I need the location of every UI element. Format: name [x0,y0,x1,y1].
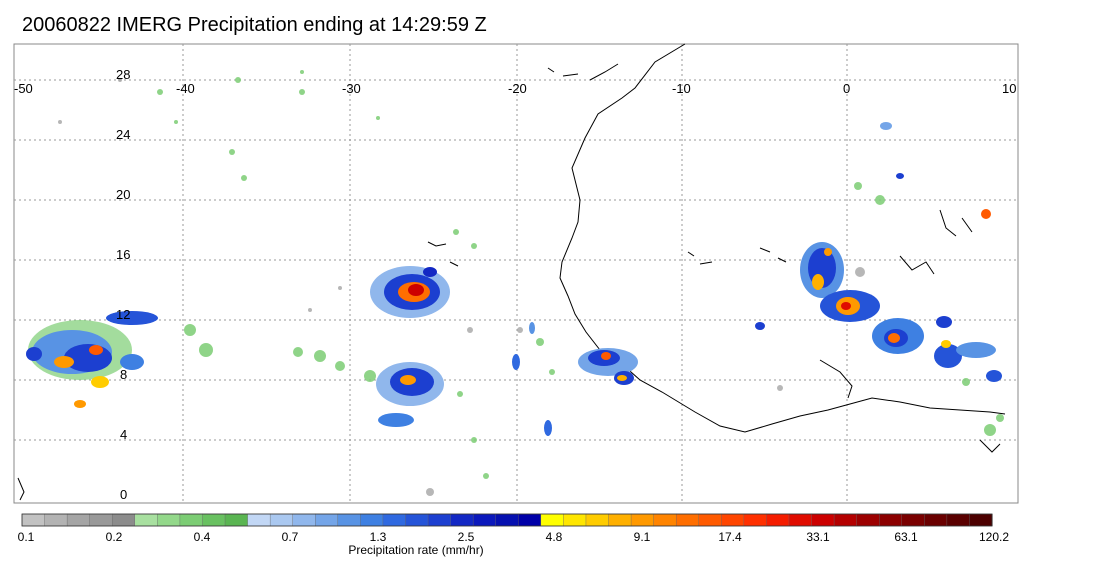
colorbar-swatch [337,513,361,527]
colorbar [21,513,993,527]
colorbar-swatch [134,513,158,527]
colorbar-swatch [224,513,249,527]
colorbar-swatch [653,513,677,527]
map-border [13,43,1019,504]
lat-label: 8 [120,367,127,382]
colorbar-swatch [360,513,384,527]
colorbar-tick: 17.4 [718,530,742,544]
rain-cell-central-north [370,266,450,318]
colorbar-swatch [202,513,226,527]
colorbar-tick: 0.7 [282,530,299,544]
colorbar-swatch [66,513,91,527]
lat-label: 16 [116,247,130,262]
colorbar-swatch [495,513,519,527]
lat-label: 0 [120,487,127,502]
colorbar-swatch [518,513,542,527]
lat-label: 24 [116,127,130,142]
rain-cell-coast [512,322,638,436]
colorbar-swatch [405,513,429,527]
colorbar-swatch [585,513,610,527]
latitude-labels: 28 24 20 16 12 8 4 0 [116,67,130,502]
colorbar-swatch [766,513,790,527]
lon-label: -50 [14,81,33,96]
colorbar-swatch [630,513,655,527]
colorbar-swatch [450,513,474,527]
colorbar-swatch [721,513,745,527]
colorbar-swatch [157,513,181,527]
colorbar-swatch [472,513,497,527]
colorbar-tick: 4.8 [546,530,563,544]
lon-label: 0 [843,81,850,96]
colorbar-swatch [179,513,204,527]
colorbar-swatch [540,513,565,527]
colorbar-tick: 9.1 [634,530,651,544]
colorbar-swatch [743,513,768,527]
colorbar-swatch [901,513,925,527]
rain-cell-east [755,122,1002,382]
colorbar-tick: 63.1 [894,530,918,544]
coastline-north-africa [547,63,619,81]
colorbar-swatch [315,513,339,527]
colorbar-swatch [427,513,452,527]
colorbar-swatch [788,513,813,527]
colorbar-swatch [811,513,835,527]
lat-label: 4 [120,427,127,442]
colorbar-swatch [675,513,700,527]
colorbar-swatch [21,513,46,527]
colorbar-swatch [44,513,68,527]
colorbar-swatch [382,513,407,527]
lon-label: -30 [342,81,361,96]
rain-cell-west [26,311,158,408]
colorbar-swatch [563,513,587,527]
colorbar-swatch [879,513,903,527]
colorbar-swatch [969,513,993,527]
colorbar-swatch [698,513,722,527]
colorbar-swatch [269,513,294,527]
lon-label: 10 [1002,81,1016,96]
colorbar-tick: 0.2 [106,530,123,544]
longitude-labels: -50 -40 -30 -20 -10 0 10 [14,81,1016,96]
colorbar-swatch [247,513,271,527]
colorbar-swatch [89,513,113,527]
colorbar-swatch [292,513,316,527]
lat-label: 20 [116,187,130,202]
lon-label: -40 [176,81,195,96]
colorbar-swatch [833,513,858,527]
colorbar-swatch [112,513,136,527]
colorbar-tick: 0.1 [18,530,35,544]
colorbar-tick: 33.1 [806,530,830,544]
colorbar-border [21,513,993,527]
rain-cell-central-south [376,362,444,427]
colorbar-title: Precipitation rate (mm/hr) [348,543,483,557]
lon-label: -10 [672,81,691,96]
colorbar-tick: 0.4 [194,530,211,544]
islands [17,209,1001,501]
lon-label: -20 [508,81,527,96]
colorbar-tick: 2.5 [458,530,475,544]
lat-label: 12 [116,307,130,322]
colorbar-swatch [856,513,880,527]
colorbar-swatch [924,513,948,527]
map-title: 20060822 IMERG Precipitation ending at 1… [22,14,487,36]
colorbar-tick: 1.3 [370,530,387,544]
colorbar-swatch [608,513,632,527]
precipitation-field [26,70,1004,496]
colorbar-tick: 120.2 [979,530,1009,544]
colorbar-tick-labels: 0.1 0.2 0.4 0.7 1.3 2.5 4.8 9.1 17.4 33.… [18,530,1010,544]
colorbar-swatch [946,513,971,527]
lat-label: 28 [116,67,130,82]
